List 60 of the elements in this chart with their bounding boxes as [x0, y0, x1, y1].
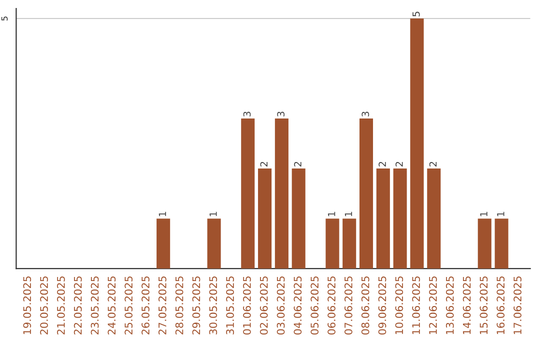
data-label: 1	[480, 212, 488, 216]
x-tick-label: 16.06.2025	[496, 276, 505, 334]
x-tick-label: 19.05.2025	[23, 276, 32, 334]
bar	[292, 168, 306, 269]
data-label: 2	[429, 162, 437, 166]
x-tick-label: 05.06.2025	[310, 276, 319, 334]
bar	[326, 218, 340, 269]
bar	[258, 168, 272, 269]
x-tick-label: 08.06.2025	[361, 276, 370, 334]
x-tick-label: 24.05.2025	[108, 276, 116, 334]
data-label: 2	[294, 162, 302, 166]
x-tick-label: 21.05.2025	[57, 276, 65, 334]
bar	[156, 218, 170, 269]
x-tick-label: 06.06.2025	[328, 276, 336, 334]
data-label: 1	[328, 212, 336, 216]
x-tick-label: 28.05.2025	[175, 276, 184, 334]
data-label: 2	[378, 162, 386, 166]
data-label: 5	[412, 12, 420, 16]
data-label: 1	[344, 212, 352, 216]
bar	[342, 218, 356, 269]
bar	[478, 218, 492, 269]
x-tick-label: 07.06.2025	[344, 276, 352, 334]
x-tick-label: 14.06.2025	[462, 276, 471, 334]
data-label: 1	[497, 212, 504, 216]
data-label: 1	[158, 212, 166, 216]
x-tick-label: 10.06.2025	[395, 276, 404, 334]
bar	[241, 118, 255, 269]
x-tick-label: 30.05.2025	[209, 276, 218, 334]
x-tick-label: 04.06.2025	[294, 276, 302, 334]
bar	[376, 168, 390, 269]
bar	[410, 18, 424, 269]
x-tick-label: 25.05.2025	[124, 276, 133, 334]
x-tick-label: 31.05.2025	[226, 276, 234, 334]
x-tick-label: 27.05.2025	[158, 276, 166, 334]
x-tick-label: 11.06.2025	[412, 276, 420, 334]
data-label: 2	[260, 162, 268, 166]
x-tick-label: 02.06.2025	[260, 276, 268, 334]
data-label: 3	[243, 112, 251, 116]
bar	[359, 118, 374, 269]
bar	[427, 168, 441, 269]
bar	[274, 118, 288, 269]
x-tick-label: 22.05.2025	[74, 276, 82, 334]
data-label: 3	[362, 112, 370, 116]
x-tick-label: 03.06.2025	[276, 276, 285, 334]
x-tick-label: 09.06.2025	[378, 276, 386, 334]
x-tick-label: 13.06.2025	[446, 276, 454, 334]
bar	[393, 168, 407, 269]
x-tick-label: 20.05.2025	[40, 276, 48, 334]
data-label: 3	[277, 112, 285, 116]
bar	[494, 218, 508, 269]
x-tick-label: 15.06.2025	[480, 276, 488, 334]
x-tick-label: 23.05.2025	[90, 276, 99, 334]
x-tick-label: 26.05.2025	[142, 276, 150, 334]
x-tick-label: 01.06.2025	[243, 276, 251, 334]
x-tick-label: 29.05.2025	[192, 276, 200, 334]
data-label: 1	[210, 212, 217, 216]
x-tick-label: 17.06.2025	[514, 276, 522, 334]
bar	[207, 218, 221, 269]
data-label: 2	[396, 162, 403, 166]
x-tick-label: 12.06.2025	[429, 276, 437, 334]
